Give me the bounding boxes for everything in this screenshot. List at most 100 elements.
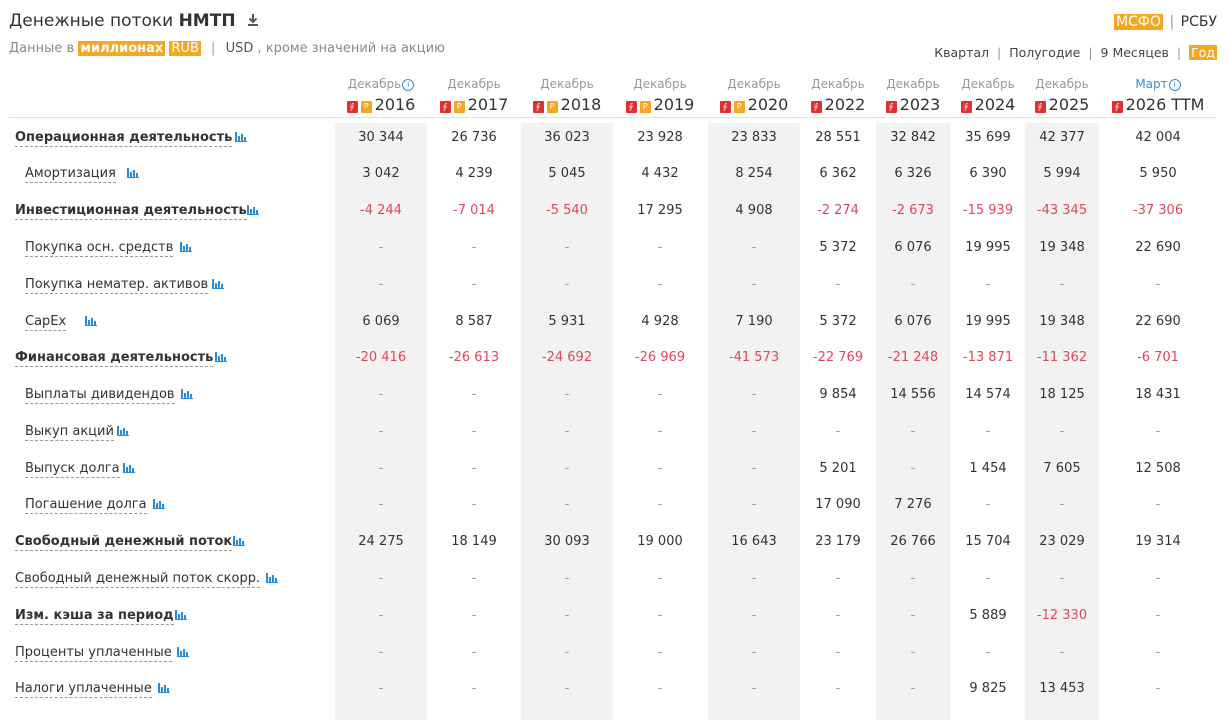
pdf-icon[interactable]: ⨚ — [625, 101, 637, 113]
chart-icon[interactable] — [180, 241, 192, 252]
column-month: Декабрь — [853, 77, 973, 91]
table-cell: 15 704 — [965, 534, 1011, 549]
row-label[interactable]: Финансовая деятельность — [15, 350, 214, 367]
column-month-label: Декабрь — [633, 77, 687, 91]
pdf-icon[interactable]: ⨚ — [810, 101, 822, 113]
table-cell: -15 939 — [962, 203, 1014, 218]
chart-icon[interactable] — [266, 572, 278, 583]
table-row: Амортизация 3 042 4 239 5 045 4 432 8 254 6 36… — [0, 157, 1229, 193]
chart-icon[interactable] — [177, 646, 189, 657]
table-cell: - — [751, 424, 757, 439]
period-half[interactable]: Полугодие — [1009, 45, 1081, 60]
table-cell: - — [564, 497, 570, 512]
column-month-label: Декабрь — [886, 77, 940, 91]
pdf-icon[interactable]: ⨚ — [1111, 101, 1123, 113]
row-label[interactable]: Свободный денежный поток скорр. — [15, 571, 261, 588]
table-cell: -26 613 — [448, 350, 500, 365]
row-label[interactable]: Проценты уплаченные — [15, 645, 172, 662]
row-label[interactable]: Выпуск долга — [25, 461, 120, 478]
page-title: Денежные потоки НМТП — [9, 11, 259, 31]
column-header: Декабрь i ⨚ Р 2016 — [321, 77, 441, 116]
table-cell: - — [751, 461, 757, 476]
period-quarter[interactable]: Квартал — [934, 45, 990, 60]
column-header: Декабрь ⨚ 2025 — [1002, 77, 1122, 116]
column-year-label: 2025 — [1048, 95, 1090, 114]
table-cell: 5 994 — [1043, 166, 1081, 181]
table-cell: 19 314 — [1135, 534, 1181, 549]
pdf-icon[interactable]: ⨚ — [960, 101, 972, 113]
row-label[interactable]: Покупка осн. средств — [25, 240, 174, 257]
chart-icon[interactable] — [215, 351, 227, 362]
std-ras[interactable]: РСБУ — [1180, 14, 1217, 30]
row-label[interactable]: Операционная деятельность — [15, 130, 233, 147]
table-cell: 5 201 — [819, 461, 857, 476]
chart-icon[interactable] — [127, 167, 139, 178]
units-selector[interactable]: миллионах — [78, 41, 166, 56]
pdf-icon[interactable]: ⨚ — [719, 101, 731, 113]
pdf-icon[interactable]: ⨚ — [885, 101, 897, 113]
table-cell: 4 239 — [455, 166, 493, 181]
info-icon[interactable]: i — [402, 79, 415, 91]
row-label[interactable]: Налоги уплаченные — [15, 681, 152, 698]
ras-report-icon[interactable]: Р — [733, 101, 745, 113]
period-switch: Квартал | Полугодие | 9 Месяцев | Год — [934, 45, 1217, 60]
column-header: Декабрь ⨚ 2024 — [928, 77, 1048, 116]
row-label[interactable]: Выплаты дивидендов — [25, 387, 175, 404]
pdf-icon[interactable]: ⨚ — [439, 101, 451, 113]
download-icon[interactable] — [247, 13, 259, 27]
table-cell: -22 769 — [812, 350, 864, 365]
chart-icon[interactable] — [123, 462, 135, 473]
pdf-icon[interactable]: ⨚ — [346, 101, 358, 113]
currency-usd[interactable]: USD — [225, 41, 254, 56]
std-ifrs[interactable]: МСФО — [1114, 14, 1164, 30]
row-label[interactable]: Покупка нематер. активов — [25, 277, 209, 294]
table-cell: - — [471, 387, 477, 402]
period-9m[interactable]: 9 Месяцев — [1100, 45, 1169, 60]
table-cell: - — [1059, 277, 1065, 292]
table-cell: 19 348 — [1039, 314, 1085, 329]
row-label[interactable]: Амортизация — [25, 166, 116, 183]
table-cell: - — [471, 240, 477, 255]
table-cell: 13 453 — [1039, 681, 1085, 696]
row-label[interactable]: Выкуп акций — [25, 424, 114, 441]
pdf-icon[interactable]: ⨚ — [1034, 101, 1046, 113]
row-label[interactable]: Изм. кэша за период — [15, 608, 174, 625]
column-header: Декабрь ⨚ Р 2018 — [507, 77, 627, 116]
chart-icon[interactable] — [181, 388, 193, 399]
chart-icon[interactable] — [235, 131, 247, 142]
chart-icon[interactable] — [117, 425, 129, 436]
row-label[interactable]: Свободный денежный поток — [15, 534, 233, 551]
chart-icon[interactable] — [175, 609, 187, 620]
column-month: Декабрь i — [321, 77, 441, 91]
ras-report-icon[interactable]: Р — [546, 101, 558, 113]
table-cell: - — [910, 461, 916, 476]
chart-icon[interactable] — [212, 278, 224, 289]
ras-report-icon[interactable]: Р — [360, 101, 372, 113]
chart-icon[interactable] — [158, 682, 170, 693]
pdf-icon[interactable]: ⨚ — [532, 101, 544, 113]
table-cell: 26 736 — [451, 130, 497, 145]
table-cell: - — [471, 645, 477, 660]
table-cell: -24 692 — [541, 350, 593, 365]
info-icon[interactable]: i — [1168, 79, 1181, 91]
chart-icon[interactable] — [153, 498, 165, 509]
chart-icon[interactable] — [247, 204, 259, 215]
chart-icon[interactable] — [85, 315, 97, 326]
column-month: Декабрь — [507, 77, 627, 91]
table-row: Изм. кэша за период - - - - - - - 5 889 -12 330 - — [0, 599, 1229, 635]
table-cell: - — [1155, 277, 1161, 292]
chart-icon[interactable] — [233, 535, 245, 546]
column-month: Декабрь — [694, 77, 814, 91]
ras-report-icon[interactable]: Р — [453, 101, 465, 113]
row-label[interactable]: Инвестиционная деятельность — [15, 203, 247, 220]
table-cell: 7 190 — [735, 314, 773, 329]
currency-rub[interactable]: RUB — [169, 41, 201, 56]
row-label[interactable]: CapEx — [25, 314, 67, 331]
table-row: Инвестиционная деятельность -4 244 -7 014 -… — [0, 194, 1229, 230]
table-row: Выкуп акций - - - - - - - - - - — [0, 415, 1229, 451]
period-year[interactable]: Год — [1189, 45, 1217, 60]
ras-report-icon[interactable]: Р — [639, 101, 651, 113]
table-cell: - — [910, 681, 916, 696]
table-cell: 5 889 — [969, 608, 1007, 623]
row-label[interactable]: Погашение долга — [25, 497, 147, 514]
